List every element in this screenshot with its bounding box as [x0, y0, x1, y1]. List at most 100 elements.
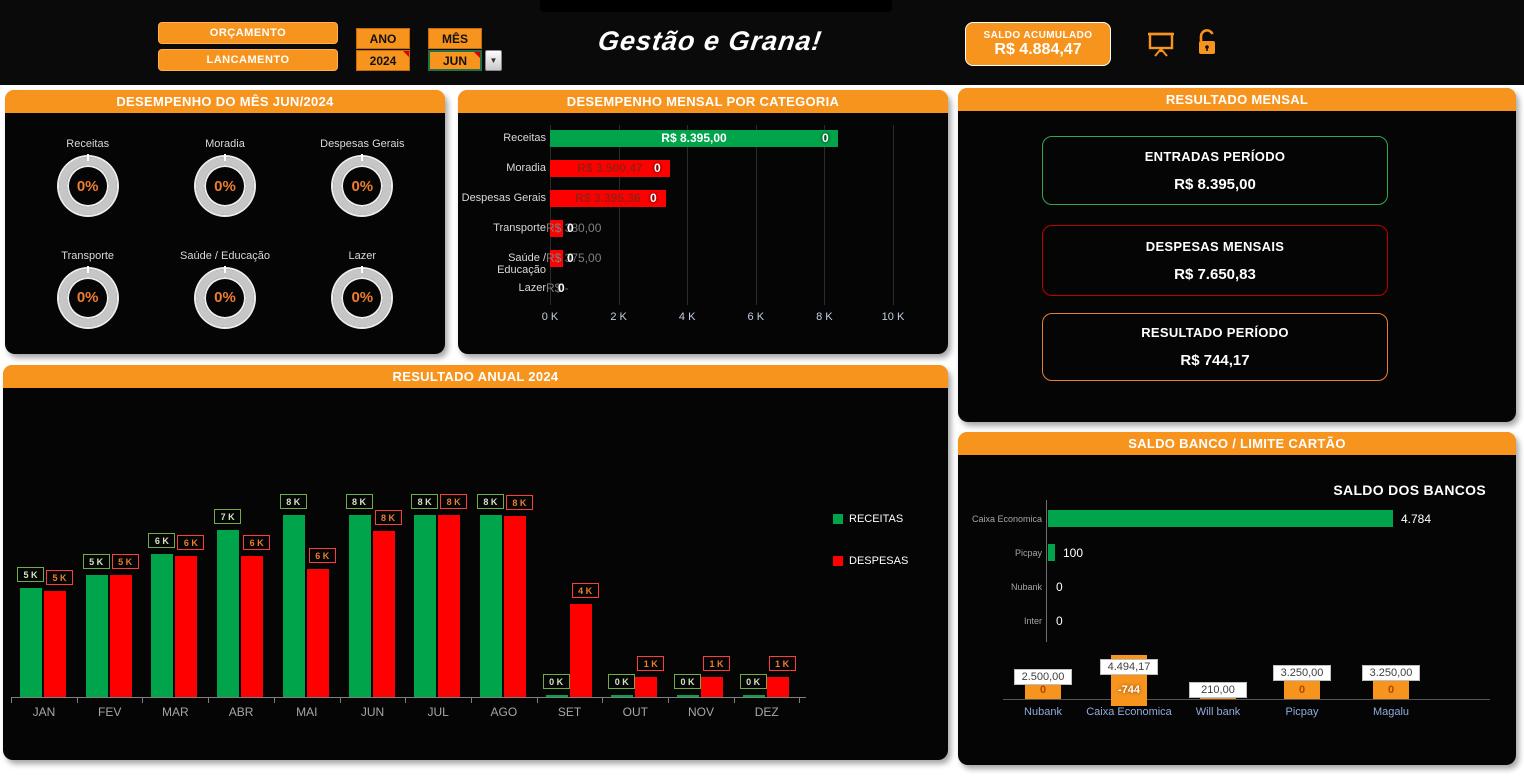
- x-tick-6-k: 6 K: [747, 311, 765, 323]
- category-label-lazer: Lazer: [518, 282, 546, 294]
- limit-bar-negative-caixa-economica: [1111, 699, 1147, 706]
- category-bar-sa-de-educa-o: [550, 250, 563, 267]
- category-bar-despesas-gerais: R$ 3.395,36: [550, 190, 666, 207]
- gauge-notch: [223, 265, 226, 273]
- annual-axis-tick: [536, 698, 538, 703]
- annual-bar-receitas-fev: [85, 575, 108, 697]
- annual-label-receitas-jul: 8 K: [411, 494, 439, 509]
- annual-label-despesas-ago: 8 K: [505, 495, 533, 510]
- saldo-dos-bancos-title: SALDO DOS BANCOS: [1333, 482, 1486, 498]
- orcamento-button[interactable]: ORÇAMENTO: [158, 22, 338, 44]
- category-value-transporte: R$ 380,00: [546, 221, 602, 235]
- resultado-box-label: ENTRADAS PERÍODO: [1144, 148, 1286, 164]
- annual-bar-despesas-set: [569, 604, 592, 697]
- mes-dropdown-button[interactable]: ▼: [485, 50, 502, 71]
- gauge-notch: [361, 154, 364, 162]
- category-value-lazer: R$ -: [546, 281, 569, 295]
- annual-month-mai: MAI: [296, 705, 318, 719]
- presentation-icon[interactable]: [1146, 28, 1176, 58]
- gauge-transporte: Transporte 0%: [19, 233, 156, 345]
- resultado-box-label: RESULTADO PERÍODO: [1141, 325, 1289, 340]
- bank-label-caixa-economica: Caixa Economica: [971, 514, 1042, 524]
- panel-desempenho-mes-title: DESEMPENHO DO MÊS JUN/2024: [5, 90, 445, 113]
- panel-categoria-title: DESEMPENHO MENSAL POR CATEGORIA: [458, 90, 948, 113]
- header-tab: [540, 0, 892, 12]
- lock-open-icon[interactable]: [1192, 28, 1222, 58]
- panel-saldo-banco-title: SALDO BANCO / LIMITE CARTÃO: [958, 432, 1516, 455]
- annual-bar-despesas-nov: [701, 677, 723, 697]
- annual-axis-tick: [273, 698, 275, 703]
- x-tick-8-k: 8 K: [816, 311, 833, 323]
- limit-secondary-magalu: 0: [1387, 684, 1395, 696]
- x-tick-0-k: 0 K: [541, 311, 559, 323]
- category-secondary-lazer: 0: [558, 281, 565, 295]
- panel-desempenho-mes: DESEMPENHO DO MÊS JUN/2024 Receitas 0% Mor…: [5, 90, 445, 354]
- annual-bar-despesas-jul: [438, 515, 461, 697]
- annual-month-ago: AGO: [490, 705, 518, 719]
- legend-swatch-receitas: [833, 514, 843, 524]
- annual-bar-despesas-mar: [175, 556, 198, 697]
- annual-label-despesas-out: 1 K: [637, 656, 665, 671]
- category-bar-moradia: R$ 3.500,47: [550, 160, 670, 177]
- resultado-box-value: R$ 8.395,00: [1174, 175, 1256, 193]
- annual-label-receitas-dez: 0 K: [739, 674, 767, 689]
- annual-bar-receitas-abr: [217, 530, 240, 697]
- annual-bar-despesas-abr: [241, 556, 264, 697]
- annual-bar-receitas-mai: [282, 515, 305, 697]
- ano-value-cell[interactable]: 2024: [356, 50, 410, 71]
- panel-saldo-banco: SALDO BANCO / LIMITE CARTÃO SALDO DOS BA…: [958, 432, 1516, 765]
- grid-line: [687, 125, 689, 305]
- gauge-lazer: Lazer 0%: [294, 233, 431, 345]
- gauge-value-transporte: 0%: [76, 289, 99, 307]
- annual-bar-receitas-jan: [20, 588, 42, 697]
- legend-label-receitas: RECEITAS: [849, 513, 904, 525]
- category-bar-receitas: R$ 8.395,00: [550, 130, 838, 147]
- annual-axis-tick: [11, 698, 12, 703]
- gauge-ring-moradia: 0%: [195, 154, 254, 216]
- annual-month-jun: JUN: [360, 705, 385, 719]
- resultado-box-resultado-per-odo: RESULTADO PERÍODO R$ 744,17: [1042, 313, 1388, 381]
- category-secondary-moradia: 0: [654, 161, 661, 175]
- gauge-value-sa-de-educa-o: 0%: [214, 289, 236, 307]
- annual-bar-despesas-jun: [372, 531, 395, 697]
- limit-value-caixa-economica: 4.494,17: [1100, 659, 1158, 675]
- bank-label-picpay: Picpay: [1014, 548, 1042, 558]
- legend-receitas: RECEITAS: [833, 513, 903, 525]
- gauge-label-moradia: Moradia: [205, 138, 245, 151]
- category-label-receitas: Receitas: [503, 132, 546, 144]
- annual-axis-tick: [733, 698, 735, 703]
- annual-axis-tick: [602, 698, 604, 703]
- category-value-moradia: R$ 3.500,47: [577, 161, 643, 175]
- header-bar: ORÇAMENTO LANCAMENTO ANO 2024 MÊS JUN ▼ …: [0, 0, 1524, 85]
- limit-value-magalu: 3.250,00: [1362, 665, 1420, 681]
- saldo-acumulado-badge: SALDO ACUMULADO R$ 4.884,47: [965, 22, 1111, 66]
- gauge-notch: [86, 154, 89, 162]
- limit-bar-will-bank: [1200, 697, 1236, 699]
- limit-category-nubank: Nubank: [1024, 706, 1062, 718]
- bank-bar-picpay: [1048, 544, 1055, 561]
- resultado-box-entradas-per-odo: ENTRADAS PERÍODO R$ 8.395,00: [1042, 136, 1388, 205]
- legend-despesas: DESPESAS: [833, 555, 908, 567]
- ano-header-cell: ANO: [356, 28, 410, 49]
- panel-resultado-mensal-title: RESULTADO MENSAL: [958, 88, 1516, 111]
- annual-label-receitas-fev: 5 K: [82, 554, 110, 569]
- limit-category-will-bank: Will bank: [1195, 706, 1241, 718]
- mes-value-cell[interactable]: JUN: [428, 50, 482, 71]
- legend-label-despesas: DESPESAS: [849, 555, 909, 567]
- bank-label-nubank: Nubank: [1010, 582, 1042, 592]
- annual-label-despesas-mar: 6 K: [177, 535, 205, 550]
- limit-value-picpay: 3.250,00: [1273, 665, 1331, 681]
- categoria-chart: 0 K 2 K 4 K 6 K 8 K 10 K Receitas R$ 8.395,00 0 M…: [458, 113, 948, 354]
- annual-label-receitas-jun: 8 K: [345, 494, 373, 509]
- annual-axis-tick: [339, 698, 341, 703]
- annual-bar-receitas-jun: [348, 515, 371, 697]
- annual-axis: [11, 697, 806, 698]
- gauge-label-sa-de-educa-o: Saúde / Educação: [180, 249, 270, 262]
- gauge-label-receitas: Receitas: [66, 138, 110, 151]
- annual-bar-receitas-mar: [151, 554, 174, 697]
- lancamento-button[interactable]: LANCAMENTO: [158, 49, 338, 71]
- limit-category-caixa-economica: Caixa Economica: [1086, 706, 1172, 718]
- gauge-label-despesas-gerais: Despesas Gerais: [320, 138, 405, 151]
